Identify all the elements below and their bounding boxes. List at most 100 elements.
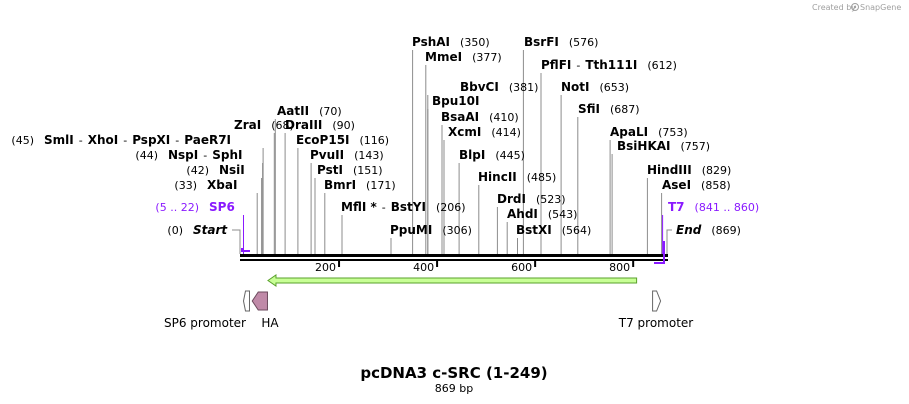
site-position: (687) [610,103,640,116]
site-position: (576) [569,36,599,49]
site-position: (143) [354,149,384,162]
feature-label: HA [261,316,279,330]
enzyme-name: Tth111I [585,58,637,72]
enzyme-name: PshAI [412,35,450,49]
enzyme-name: BlpI [459,148,485,162]
site-position: (68) [271,119,294,132]
enzyme-name: NsiI [219,163,245,177]
enzyme-name: PstI [317,163,343,177]
enzyme-name: AatII [277,104,309,118]
enzyme-name: NspI [168,148,198,162]
site-position: (543) [548,208,578,221]
site-position: (306) [442,224,472,237]
site-position: (116) [360,134,390,147]
enzyme-name: PpuMI [390,223,432,237]
site-position: (414) [491,126,521,139]
name-separator: - [123,134,127,147]
leader-line [232,229,241,254]
site-position: (33) [174,179,197,192]
ha-tag-feature[interactable] [251,291,268,311]
enzyme-name: DraIII [285,118,322,132]
enzyme-name: End [676,223,702,237]
credit-text: Created by [812,3,856,12]
enzyme-name: SfiI [578,102,600,116]
enzyme-name: XbaI [207,178,237,192]
orf-arrow[interactable] [267,274,638,287]
site-position: (377) [472,51,502,64]
site-position: (44) [135,149,158,162]
leader-line [666,229,672,254]
site-position: (841 .. 860) [695,201,760,214]
snapgene-brand: SnapGene [860,3,901,12]
enzyme-name: AseI [662,178,691,192]
enzyme-name: MflI * [341,200,377,214]
site-position: (753) [658,126,688,139]
enzyme-name: EcoP15I [296,133,350,147]
site-labels: PshAI (350) BsrFI (576)MmeI (377)PflFI - Tth11… [11,35,759,237]
enzyme-name: BstXI [516,223,552,237]
enzyme-name: ApaLI [610,125,648,139]
enzyme-name: Bpu10I [432,94,479,108]
enzyme-name: SmlI [44,133,74,147]
enzyme-name: MmeI [425,50,462,64]
site-position: (45) [11,134,34,147]
site-position: (410) [489,111,519,124]
map-title: pcDNA3 c-SRC (1-249) [360,364,547,382]
enzyme-name: PspXI [132,133,170,147]
enzyme-name: T7 [668,200,685,214]
sp6-primer-mark[interactable] [241,248,250,252]
site-position: (445) [495,149,525,162]
site-position: (171) [366,179,396,192]
name-separator: - [79,134,83,147]
enzyme-name: SP6 [209,200,235,214]
t7-primer-mark[interactable] [654,241,665,264]
site-position: (653) [600,81,630,94]
site-position: (829) [702,164,732,177]
site-position: (206) [436,201,466,214]
enzyme-name: NotI [561,80,590,94]
name-separator: - [576,59,580,72]
site-leader-lines [232,50,672,254]
site-position: (612) [647,59,677,72]
site-position: (564) [562,224,592,237]
enzyme-name: PvuII [310,148,344,162]
enzyme-name: BmrI [324,178,356,192]
site-position: (523) [536,193,566,206]
enzyme-name: AhdI [507,207,538,221]
feature-label: T7 promoter [618,316,694,330]
site-position: (350) [460,36,490,49]
site-position: (858) [701,179,731,192]
tick-label: 600 [511,261,532,274]
tick-label: 400 [413,261,434,274]
enzyme-name: PaeR7I [184,133,231,147]
name-separator: - [175,134,179,147]
map-length: 869 bp [435,382,473,395]
enzyme-name: BsiHKAI [617,139,671,153]
enzyme-name: SphI [212,148,242,162]
enzyme-name: BstYI [391,200,426,214]
snapgene-logo-icon [851,3,859,11]
site-position: (381) [509,81,539,94]
enzyme-name: BsaAI [441,110,479,124]
enzyme-name: DrdI [497,192,526,206]
enzyme-name: HincII [478,170,517,184]
enzyme-name: Start [193,223,228,237]
site-position: (5 .. 22) [155,201,199,214]
enzyme-name: XcmI [448,125,481,139]
tick-label: 200 [315,261,336,274]
site-position: (70) [319,105,342,118]
site-position: (485) [527,171,557,184]
name-separator: - [382,201,386,214]
name-separator: - [203,149,207,162]
enzyme-name: PflFI [541,58,571,72]
sp6-promoter-feature[interactable] [242,290,250,312]
site-position: (42) [186,164,209,177]
enzyme-name: XhoI [88,133,119,147]
scale-ticks: 200 400 600 800 [315,261,635,274]
enzyme-name: ZraI [234,118,261,132]
site-position: (90) [332,119,355,132]
feature-track: SP6 promoter HA T7 promoter [164,274,694,330]
enzyme-name: BsrFI [524,35,559,49]
t7-promoter-feature[interactable] [652,290,662,312]
